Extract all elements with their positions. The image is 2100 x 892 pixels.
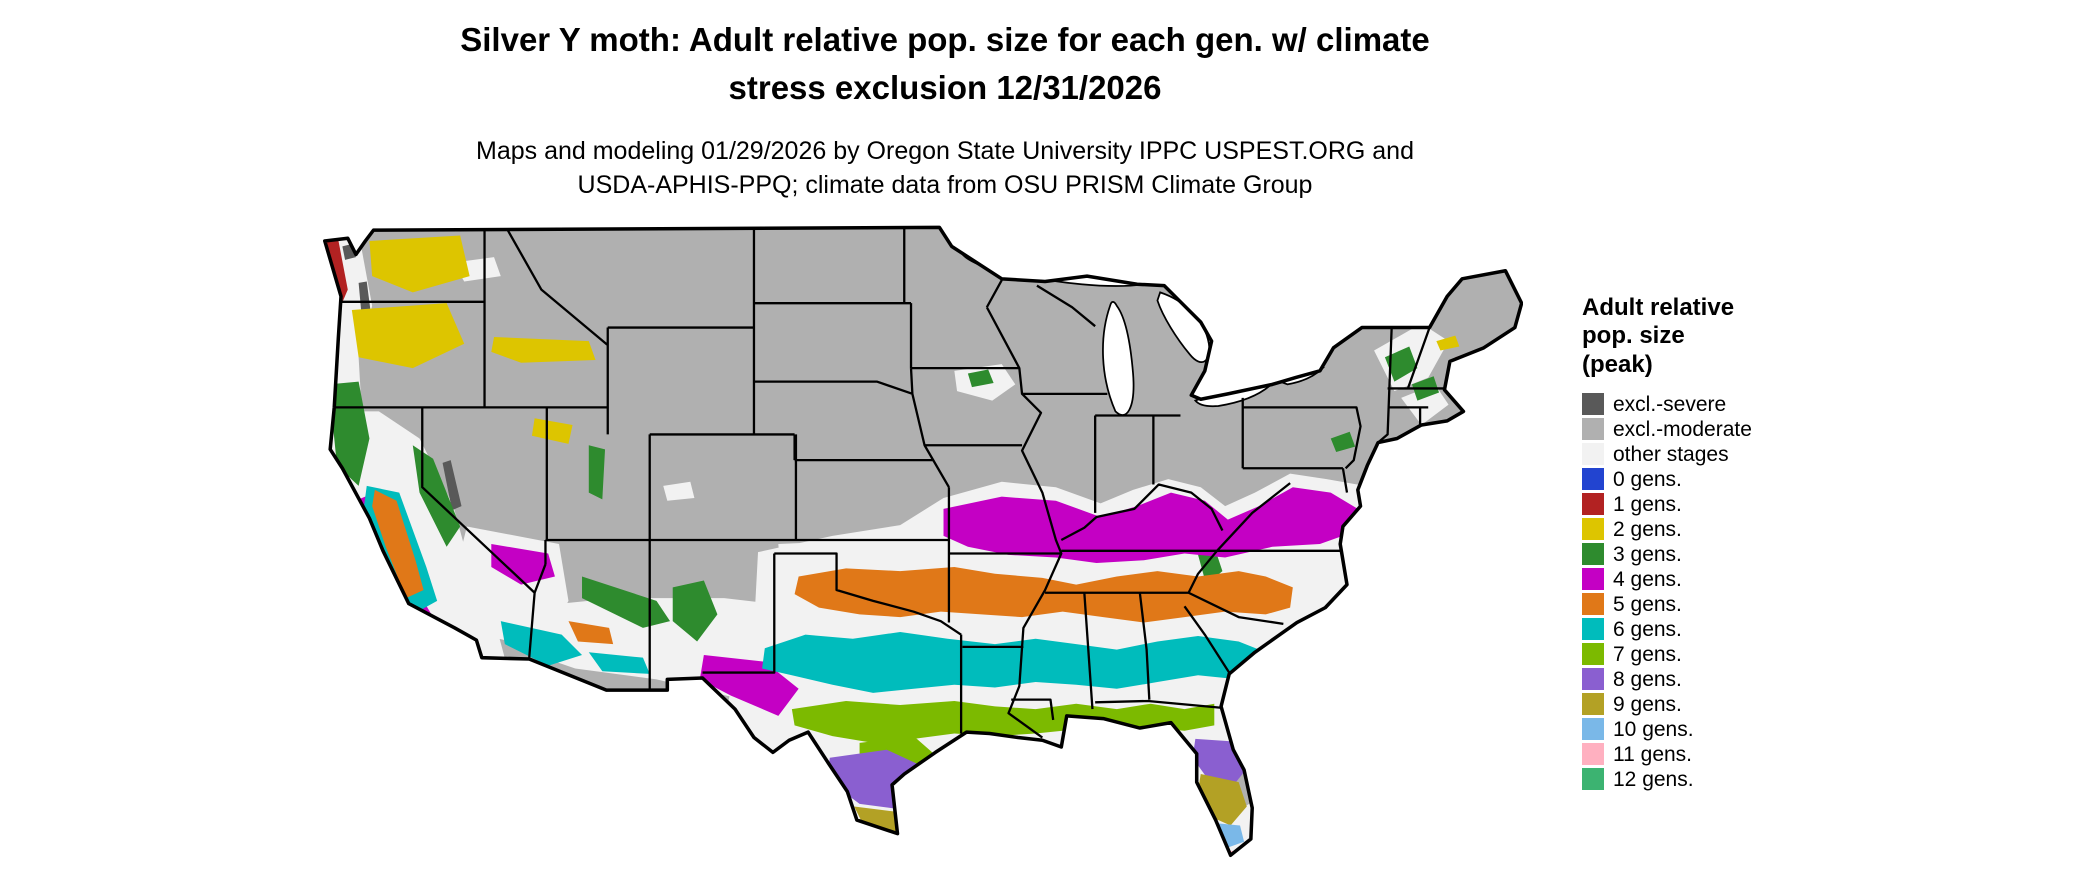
legend-swatch: [1582, 743, 1604, 766]
legend-item-label: 0 gens.: [1613, 467, 1682, 491]
legend-item: 4 gens.: [1582, 567, 1752, 592]
zone-excl-severe: [342, 243, 462, 511]
legend-item: 8 gens.: [1582, 667, 1752, 692]
legend-swatch: [1582, 618, 1604, 641]
us-outline: [323, 225, 1523, 857]
zone-5gens: [372, 489, 1293, 645]
us-generation-map: [323, 225, 1523, 865]
legend-item: 0 gens.: [1582, 467, 1752, 492]
legend-item: 9 gens.: [1582, 692, 1752, 717]
legend-swatch: [1582, 693, 1604, 716]
legend-item-label: 5 gens.: [1613, 592, 1682, 616]
legend-swatch: [1582, 568, 1604, 591]
legend-item-label: 4 gens.: [1613, 567, 1682, 591]
legend-item: 3 gens.: [1582, 542, 1752, 567]
legend-item-label: 3 gens.: [1613, 542, 1682, 566]
legend-swatch: [1582, 518, 1604, 541]
legend-item: excl.-severe: [1582, 392, 1752, 417]
zone-9gens: [854, 774, 1247, 845]
header: Silver Y moth: Adult relative pop. size …: [310, 16, 1580, 202]
legend-swatch: [1582, 443, 1604, 466]
zone-6gens: [364, 485, 1266, 693]
legend-title: Adult relative pop. size (peak): [1582, 294, 1735, 378]
legend-item-label: 6 gens.: [1613, 617, 1682, 641]
legend-swatch: [1582, 393, 1604, 416]
legend-item-label: excl.-moderate: [1613, 417, 1752, 441]
legend-item: 7 gens.: [1582, 642, 1752, 667]
legend-item: 1 gens.: [1582, 492, 1752, 517]
legend: Adult relative pop. size (peak) excl.-se…: [1582, 294, 1752, 792]
legend-item-label: other stages: [1613, 442, 1729, 466]
zone-4gens: [358, 487, 1358, 716]
legend-item-label: excl.-severe: [1613, 392, 1727, 416]
legend-swatch: [1582, 468, 1604, 491]
legend-item: 11 gens.: [1582, 742, 1752, 767]
page-title: Silver Y moth: Adult relative pop. size …: [460, 21, 1430, 106]
legend-item: 6 gens.: [1582, 617, 1752, 642]
state-borders: [334, 227, 1446, 739]
lake-michigan: [1102, 300, 1135, 416]
legend-item-label: 12 gens.: [1613, 767, 1694, 791]
legend-item-label: 2 gens.: [1613, 517, 1682, 541]
legend-swatch: [1582, 493, 1604, 516]
legend-item: 5 gens.: [1582, 592, 1752, 617]
legend-item-label: 9 gens.: [1613, 692, 1682, 716]
legend-swatch: [1582, 543, 1604, 566]
legend-swatch: [1582, 668, 1604, 691]
legend-item-label: 8 gens.: [1613, 667, 1682, 691]
legend-swatch: [1582, 643, 1604, 666]
legend-item: 2 gens.: [1582, 517, 1752, 542]
page-subtitle: Maps and modeling 01/29/2026 by Oregon S…: [476, 136, 1414, 199]
legend-swatch: [1582, 768, 1604, 791]
legend-item-label: 10 gens.: [1613, 717, 1694, 741]
legend-item-label: 1 gens.: [1613, 492, 1682, 516]
zone-2gens: [351, 235, 1460, 444]
legend-item-label: 11 gens.: [1613, 742, 1693, 766]
legend-swatch: [1582, 593, 1604, 616]
legend-item: other stages: [1582, 442, 1752, 467]
legend-swatch: [1582, 718, 1604, 741]
zone-12gens: [1206, 857, 1217, 865]
legend-swatch: [1582, 418, 1604, 441]
legend-item: 10 gens.: [1582, 717, 1752, 742]
legend-item: 12 gens.: [1582, 767, 1752, 792]
legend-item-label: 7 gens.: [1613, 642, 1682, 666]
legend-item: excl.-moderate: [1582, 417, 1752, 442]
